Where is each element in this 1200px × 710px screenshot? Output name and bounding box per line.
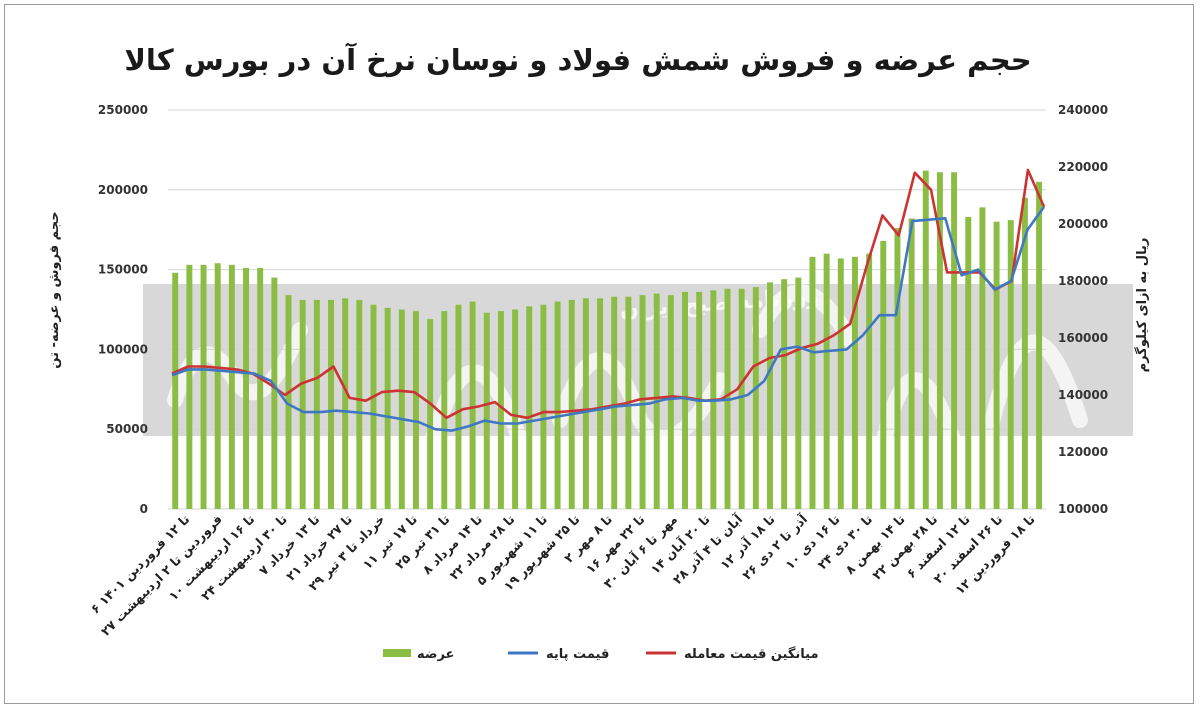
bar [243,268,250,509]
bar [540,304,547,509]
right-tick-label: 180000 [1058,274,1108,288]
line-series [171,168,1046,432]
left-axis-title: حجم فروش و عرضه- تن [47,211,62,368]
bar [1036,181,1043,509]
bar [667,295,674,509]
bar [795,277,802,509]
bar [568,299,575,509]
bar [384,307,391,509]
category-label: ۲۷ فروردین تا ۲ اردیبهشت [98,512,225,639]
bar [682,291,689,509]
bar [370,304,377,509]
bar [441,311,448,509]
bar [285,295,292,509]
bar [497,311,504,509]
bar [554,301,561,509]
right-tick-label: 140000 [1058,388,1108,402]
left-tick-label: 50000 [106,422,148,436]
bar [455,304,462,509]
right-tick-label: 100000 [1058,502,1108,516]
bar [427,319,434,509]
bar [738,288,745,509]
legend-label-avg-price: میانگین قیمت معامله [684,646,819,662]
legend-item-supply: عرضه [383,647,454,662]
bar [172,272,179,509]
bar [313,299,320,509]
bar [469,301,476,509]
bar [809,256,816,509]
right-tick-label: 120000 [1058,445,1108,459]
right-axis-title: ریال به ازای کیلوگرم [1134,238,1150,373]
bar [936,172,943,509]
left-tick-label: 200000 [98,183,148,197]
bar [965,216,972,509]
legend-label-base-price: قیمت پایه [546,647,609,662]
bar [611,296,618,509]
bar [1021,197,1028,509]
right-axis-ticks: 100000 120000 140000 160000 180000 200000 2200… [1058,103,1108,516]
left-tick-label: 100000 [98,342,148,356]
left-tick-label: 150000 [98,263,148,277]
right-tick-label: 220000 [1058,160,1108,174]
bar [328,299,334,509]
bar [186,264,193,509]
bar [951,172,958,509]
legend-item-base-price: قیمت پایه [508,647,609,662]
legend: عرضه قیمت پایه میانگین قیمت معامله [383,646,819,662]
bar [752,287,759,509]
bar [993,221,1000,509]
bar [582,298,589,509]
bar [851,256,858,509]
left-tick-label: 0 [140,502,148,516]
bar [894,228,901,509]
bar [398,309,405,509]
bar [979,207,986,509]
bar [639,295,646,509]
bar [200,264,207,509]
left-tick-label: 250000 [98,103,148,117]
line-base-price [171,206,1046,432]
bar [512,309,519,509]
line-avg-price [171,168,1046,420]
bar [271,277,278,509]
bar [866,253,873,509]
left-axis-ticks: 0 50000 100000 150000 200000 250000 [98,103,148,516]
chart-title: حجم عرضه و فروش شمش فولاد و نوسان نرخ آن… [124,42,1031,77]
bar [257,268,264,509]
bar [908,218,915,509]
bar [412,311,419,509]
bar [356,299,363,509]
bar [1007,220,1014,509]
bar [781,279,788,509]
right-tick-label: 200000 [1058,217,1108,231]
bar [837,258,844,509]
legend-item-avg-price: میانگین قیمت معامله [646,646,819,662]
right-tick-label: 160000 [1058,331,1108,345]
bar [823,253,830,509]
bar [767,282,773,509]
bar [342,298,349,509]
bar [299,299,306,509]
bar [922,170,929,509]
bar [880,240,887,509]
right-tick-label: 240000 [1058,103,1108,117]
bar [228,264,235,509]
bar [597,298,604,509]
legend-label-supply: عرضه [417,647,454,662]
bar [214,263,221,509]
bar [526,306,533,509]
bar [483,312,490,509]
